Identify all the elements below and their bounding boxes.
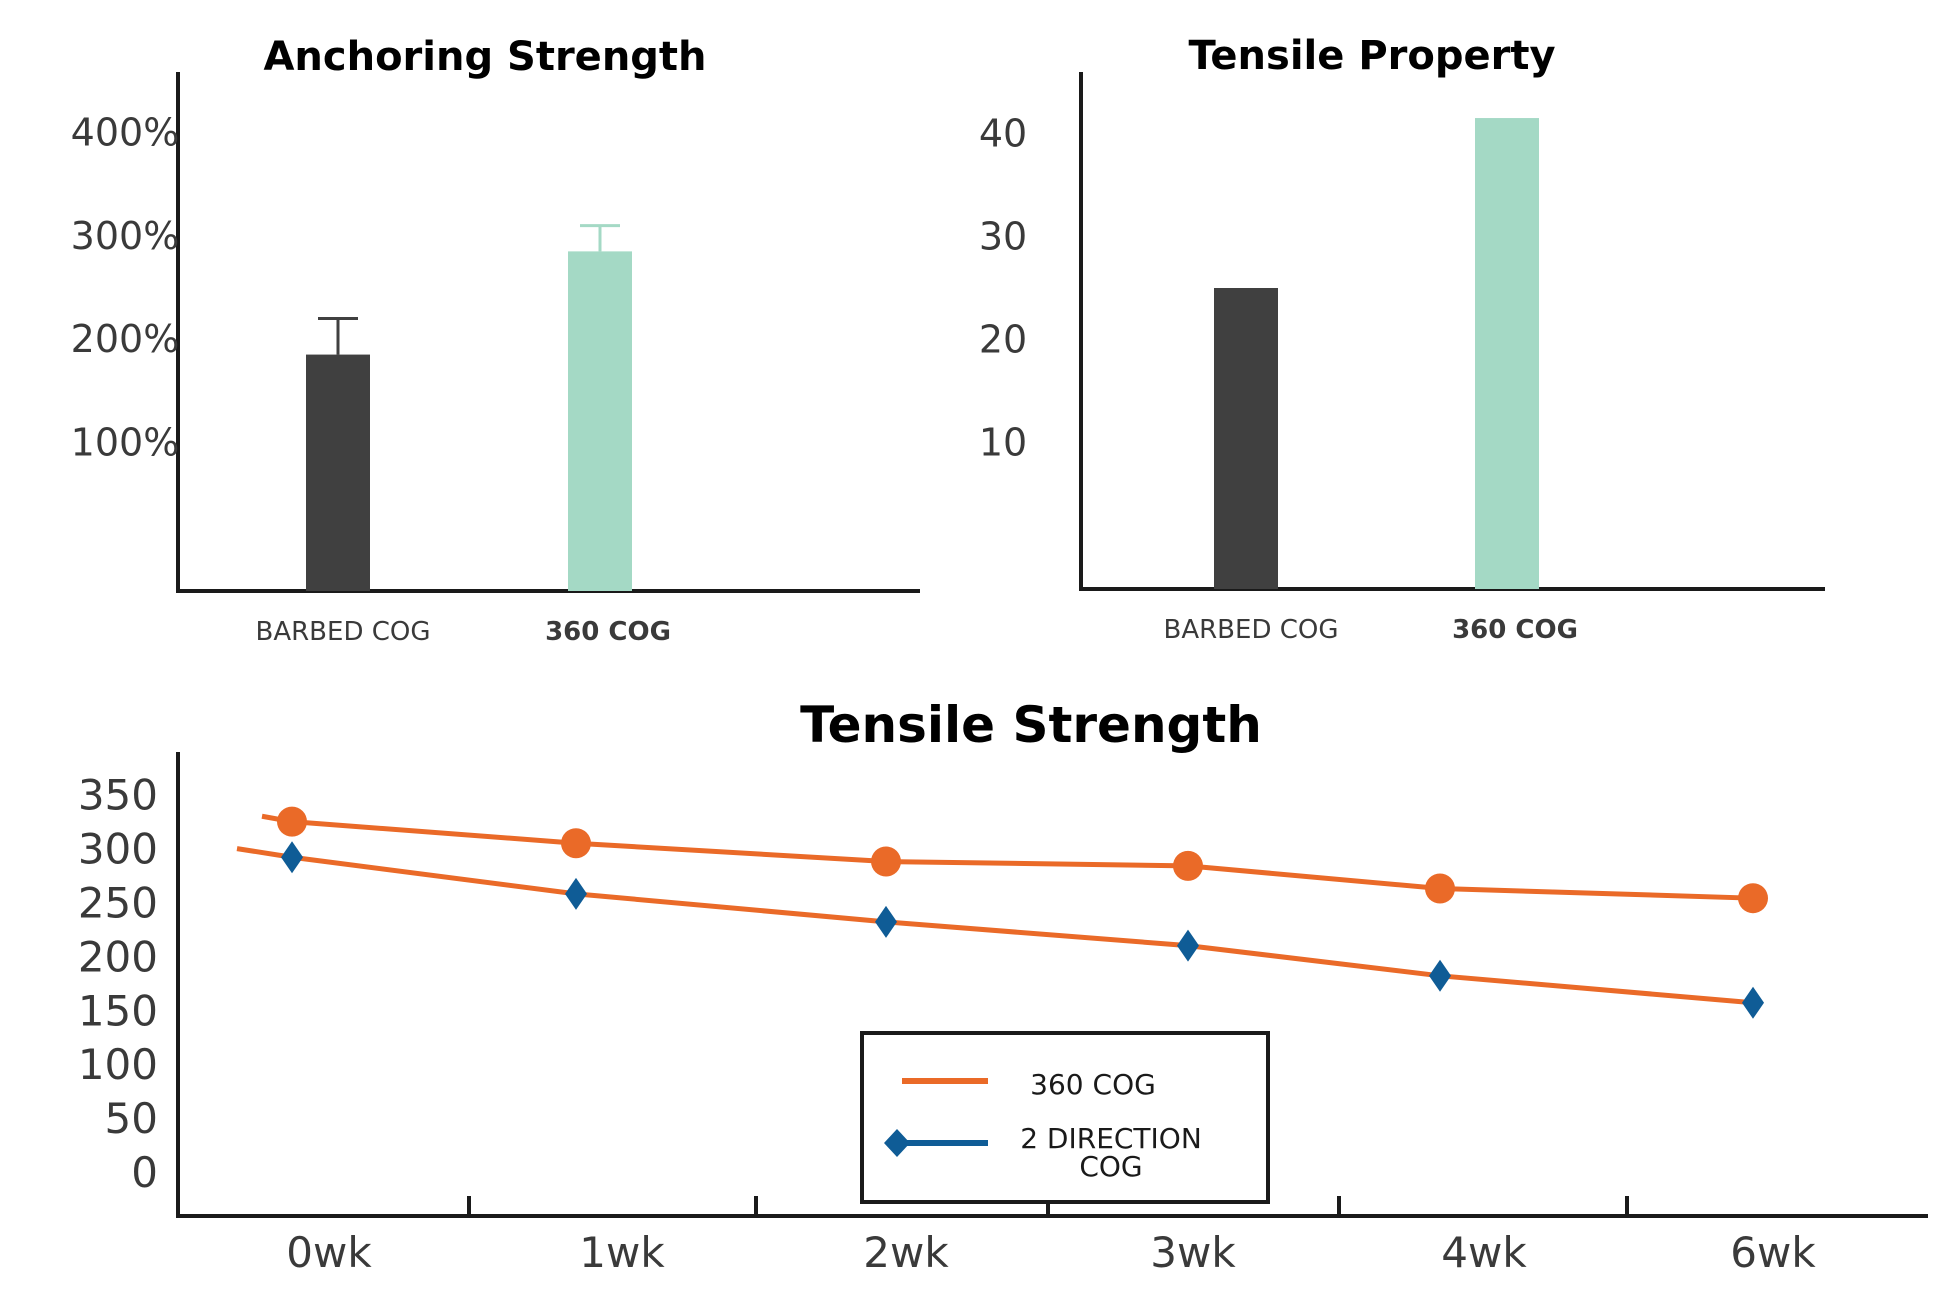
x-category-label-barbed-cog: BARBED COG [255, 617, 430, 647]
y-tick-label-100: 100 [78, 1040, 158, 1089]
bar-360-cog [568, 251, 632, 591]
x-category-label-0wk: 0wk [286, 1228, 372, 1277]
x-category-label-360-cog: 360 COG [1452, 615, 1578, 645]
y-tick-label-30: 30 [979, 215, 1027, 259]
y-tick-label-200: 200% [71, 317, 180, 361]
point-360-cog-4wk [1425, 873, 1455, 904]
point-360-cog-1wk [561, 828, 591, 859]
legend: 360 COG 2 DIRECTION COG [860, 1031, 1270, 1204]
bar-barbed-cog [1214, 288, 1278, 589]
point-2-direction-cog-3wk [1177, 929, 1199, 962]
y-tick-label-20: 20 [979, 318, 1027, 362]
x-category-label-360-cog: 360 COG [545, 617, 671, 647]
legend-box [860, 1031, 1270, 1204]
legend-label-2-direction-line1: 2 DIRECTION [1020, 1122, 1202, 1155]
x-category-label-2wk: 2wk [863, 1228, 949, 1277]
bar-barbed-cog [306, 354, 370, 591]
series-line-2-direction-cog [236, 846, 1754, 1006]
y-tick-label-300: 300 [78, 825, 158, 874]
series-line-360-cog [261, 813, 1754, 901]
tensile-property-marks: 10 20 30 40 BARBED COG 360 COG [979, 72, 1825, 645]
y-tick-label-400: 400% [71, 111, 180, 155]
point-2-direction-cog-1wk [565, 877, 587, 910]
point-360-cog-6wk [1738, 883, 1768, 914]
y-tick-label-100: 100% [71, 420, 180, 464]
x-category-label-3wk: 3wk [1150, 1228, 1236, 1277]
tensile-property-chart: Tensile Property 10 20 30 40 BARBED COG 360 C… [979, 33, 1825, 645]
legend-label-360-cog: 360 COG [1030, 1068, 1156, 1101]
x-category-label-1wk: 1wk [579, 1228, 665, 1277]
bar-360-cog [1475, 118, 1539, 590]
y-tick-label-0: 0 [131, 1148, 158, 1197]
y-tick-label-40: 40 [979, 112, 1027, 156]
y-tick-label-300: 300% [71, 214, 180, 258]
anchoring-strength-marks: 100% 200% 300% 400% BARBED COG 360 COG [71, 72, 920, 647]
x-category-label-barbed-cog: BARBED COG [1163, 615, 1338, 645]
y-tick-label-50: 50 [105, 1094, 158, 1143]
x-category-label-6wk: 6wk [1730, 1228, 1816, 1277]
y-tick-label-250: 250 [78, 879, 158, 928]
chart-title: Tensile Property [1188, 33, 1555, 79]
point-360-cog-2wk [871, 846, 901, 877]
point-360-cog-0wk [277, 806, 307, 837]
y-tick-label-10: 10 [979, 421, 1027, 465]
point-2-direction-cog-0wk [281, 841, 303, 874]
point-2-direction-cog-6wk [1742, 986, 1764, 1019]
y-tick-label-200: 200 [78, 932, 158, 981]
point-2-direction-cog-4wk [1429, 959, 1451, 992]
point-2-direction-cog-2wk [875, 905, 897, 938]
y-tick-label-350: 350 [78, 771, 158, 820]
anchoring-strength-chart: Anchoring Strength 100% 200% 300% 400% BARBE… [71, 34, 920, 647]
chart-title: Tensile Strength [800, 696, 1262, 754]
y-tick-label-150: 150 [78, 986, 158, 1035]
legend-label-2-direction-line2: COG [1079, 1150, 1142, 1183]
legend-diamond-marker [884, 1129, 910, 1157]
chart-title: Anchoring Strength [263, 34, 706, 80]
x-category-label-4wk: 4wk [1441, 1228, 1527, 1277]
point-360-cog-3wk [1173, 850, 1203, 881]
